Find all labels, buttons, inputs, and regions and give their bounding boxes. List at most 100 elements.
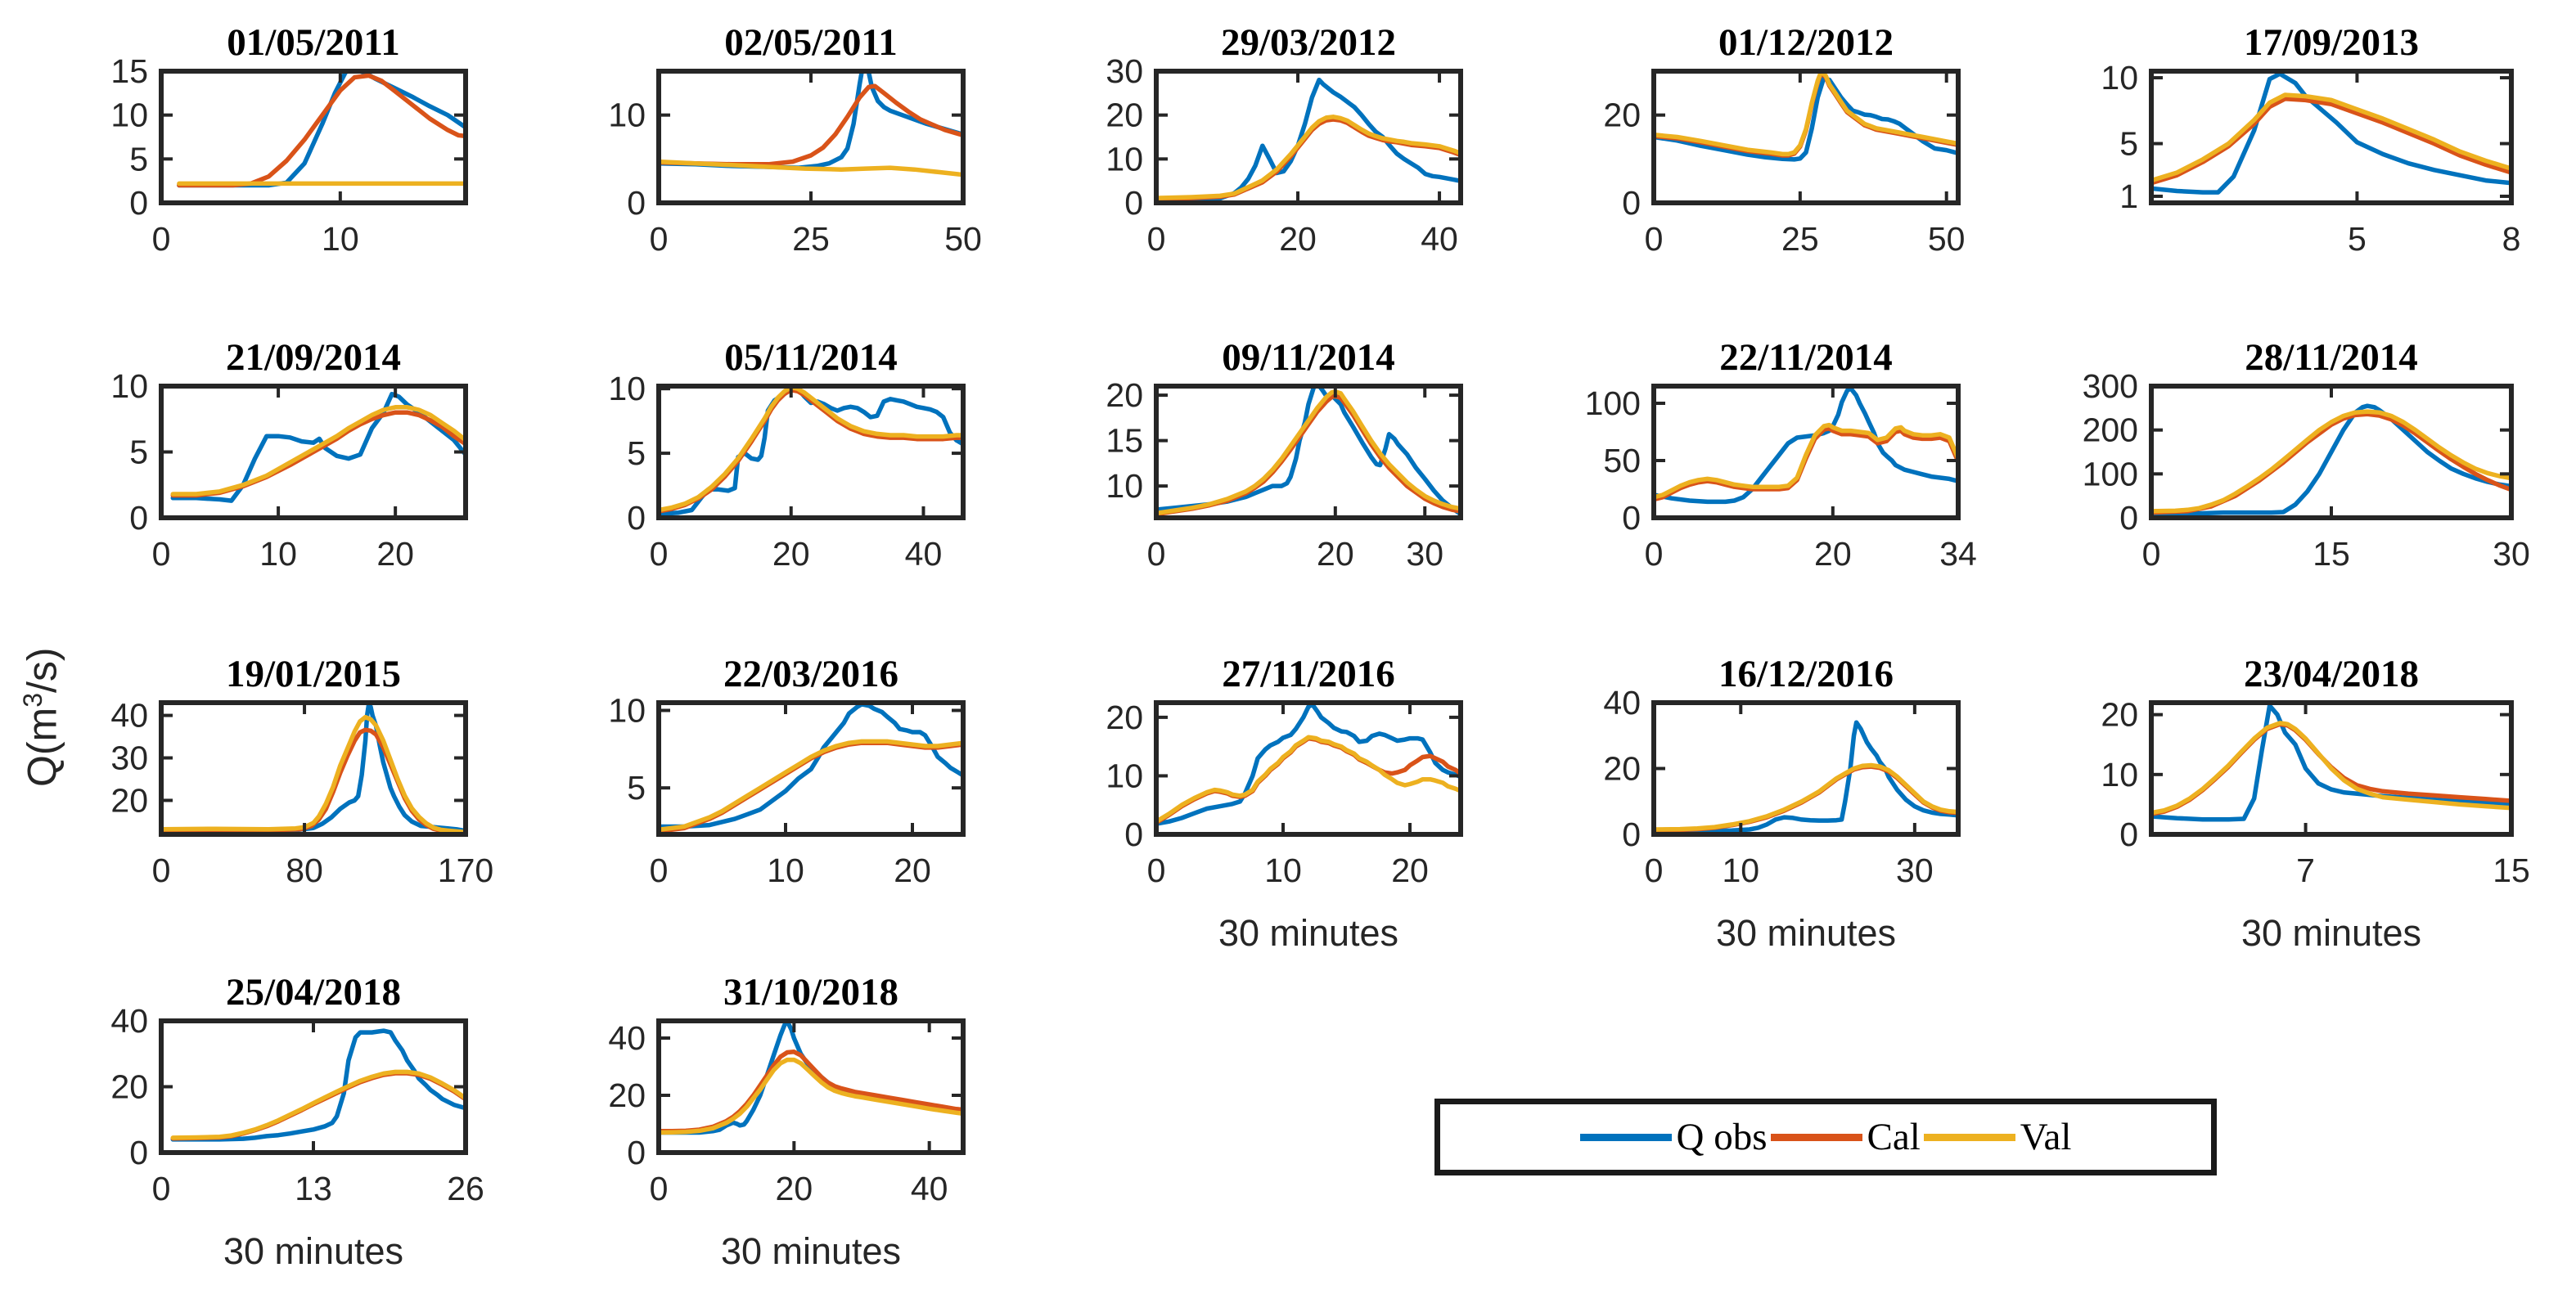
x-tick-label: 20 (894, 852, 931, 889)
y-tick-label: 10 (608, 370, 646, 407)
y-tick-label: 10 (2101, 59, 2138, 97)
val-line (1156, 735, 1461, 825)
subplot-title: 22/03/2016 (723, 653, 898, 695)
subplot-title: 01/12/2012 (1718, 21, 1894, 64)
y-tick-label: 40 (608, 1019, 646, 1057)
x-tick-label: 0 (1645, 535, 1664, 573)
x-tick-label: 0 (1147, 535, 1166, 573)
qobs-line (1156, 703, 1461, 826)
y-tick-label: 30 (110, 739, 148, 777)
subplot-title: 01/05/2011 (227, 21, 400, 64)
subplot-title: 02/05/2011 (724, 21, 898, 64)
y-tick-label: 20 (1106, 376, 1143, 414)
legend-label-qobs: Q obs (1676, 1115, 1768, 1158)
x-tick-label: 0 (152, 1170, 171, 1207)
subplot-22-11-2014: 22/11/2014 0 20 34 0 50 100 (1585, 336, 1977, 573)
cal-line (177, 73, 466, 188)
x-tick-label: 10 (322, 220, 359, 258)
val-line (161, 714, 466, 834)
plot-area (177, 71, 466, 188)
y-tick-label: 5 (627, 769, 646, 807)
y-tick-label: 0 (129, 499, 148, 537)
y-tick-label: 10 (1106, 757, 1143, 794)
y-tick-label: 10 (1106, 140, 1143, 178)
plot-area (1156, 386, 1461, 517)
qobs-line (2151, 71, 2511, 195)
cal-line (2151, 97, 2511, 186)
val-line (1156, 115, 1461, 200)
x-tick-label: 10 (1722, 852, 1759, 889)
x-tick-label: 50 (944, 220, 982, 258)
subplot-19-01-2015: 19/01/2015 0 80 170 20 30 40 (110, 653, 493, 889)
val-line (1156, 389, 1461, 516)
subplot-25-04-2018: 25/04/2018 0 13 26 0 20 40 30 minutes (110, 971, 484, 1272)
subplot-title: 28/11/2014 (2245, 336, 2418, 379)
x-tick-label: 40 (905, 535, 943, 573)
x-axis-label: 30 minutes (721, 1230, 901, 1272)
x-tick-label: 80 (286, 852, 323, 889)
y-tick-label: 200 (2083, 411, 2138, 449)
x-tick-label: 0 (650, 535, 669, 573)
subplot-title: 25/04/2018 (226, 971, 401, 1014)
val-line-swatch (1923, 1133, 2015, 1141)
val-line (2151, 721, 2511, 816)
subplot-22-03-2016: 22/03/2016 0 10 20 5 10 (608, 653, 966, 889)
y-tick-label: 20 (1106, 699, 1143, 736)
y-tick-label: 10 (110, 367, 148, 405)
val-line (1654, 762, 1958, 832)
y-tick-label: 0 (129, 1134, 148, 1171)
plot-area (2151, 71, 2511, 195)
x-tick-label: 20 (1317, 535, 1354, 573)
y-tick-label: 10 (608, 691, 646, 729)
subplot-02-05-2011: 02/05/2011 0 25 50 0 10 (608, 21, 982, 258)
y-tick-label: 100 (2083, 455, 2138, 492)
plot-area (1654, 386, 1958, 505)
y-tick-label: 1 (2119, 178, 2138, 215)
val-line (170, 405, 466, 497)
y-tick-label: 10 (110, 97, 148, 134)
val-line (2151, 409, 2511, 514)
x-tick-label: 0 (650, 852, 669, 889)
cal-line (1654, 426, 1958, 502)
plot-area (1654, 71, 1958, 162)
x-tick-label: 0 (2142, 535, 2161, 573)
plot-area (659, 71, 963, 178)
y-tick-label: 20 (608, 1077, 646, 1114)
y-tick-label: 0 (627, 1134, 646, 1171)
subplot-title: 21/09/2014 (226, 336, 401, 379)
y-tick-label: 0 (2119, 499, 2138, 537)
subplot-05-11-2014: 05/11/2014 0 20 40 0 5 10 (608, 336, 966, 573)
x-tick-label: 30 (1406, 535, 1443, 573)
plot-area (2151, 403, 2511, 516)
x-axis-label: 30 minutes (223, 1230, 403, 1272)
x-tick-label: 30 (1896, 852, 1934, 889)
qobs-line (659, 1021, 963, 1135)
subplot-31-10-2018: 31/10/2018 0 20 40 0 20 40 30 minutes (608, 971, 966, 1272)
x-tick-label: 170 (438, 852, 493, 889)
x-tick-label: 25 (1781, 220, 1819, 258)
cal-line (170, 410, 466, 498)
plot-area (1156, 77, 1461, 203)
x-tick-label: 0 (1147, 852, 1166, 889)
y-tick-label: 20 (1603, 97, 1641, 134)
x-tick-label: 26 (447, 1170, 484, 1207)
legend-item-cal: Cal (1770, 1117, 1921, 1157)
legend: Q obs Cal Val (1434, 1099, 2217, 1175)
x-tick-label: 20 (1814, 535, 1852, 573)
x-tick-label: 10 (767, 852, 804, 889)
y-tick-label: 20 (1603, 750, 1641, 788)
qobs-line (170, 1028, 466, 1142)
subplot-title: 16/12/2016 (1718, 653, 1894, 695)
plot-area (1654, 720, 1958, 834)
x-tick-label: 13 (295, 1170, 332, 1207)
x-tick-label: 34 (1939, 535, 1977, 573)
x-tick-label: 0 (152, 220, 171, 258)
y-tick-label: 5 (2119, 125, 2138, 163)
subplot-16-12-2016: 16/12/2016 0 10 30 0 20 40 30 minutes (1603, 653, 1961, 954)
subplot-title: 09/11/2014 (1222, 336, 1395, 379)
plot-area (170, 1028, 466, 1142)
val-line (659, 1057, 963, 1135)
y-tick-label: 0 (2119, 816, 2138, 853)
x-tick-label: 20 (772, 535, 810, 573)
legend-item-qobs: Q obs (1579, 1115, 1768, 1158)
